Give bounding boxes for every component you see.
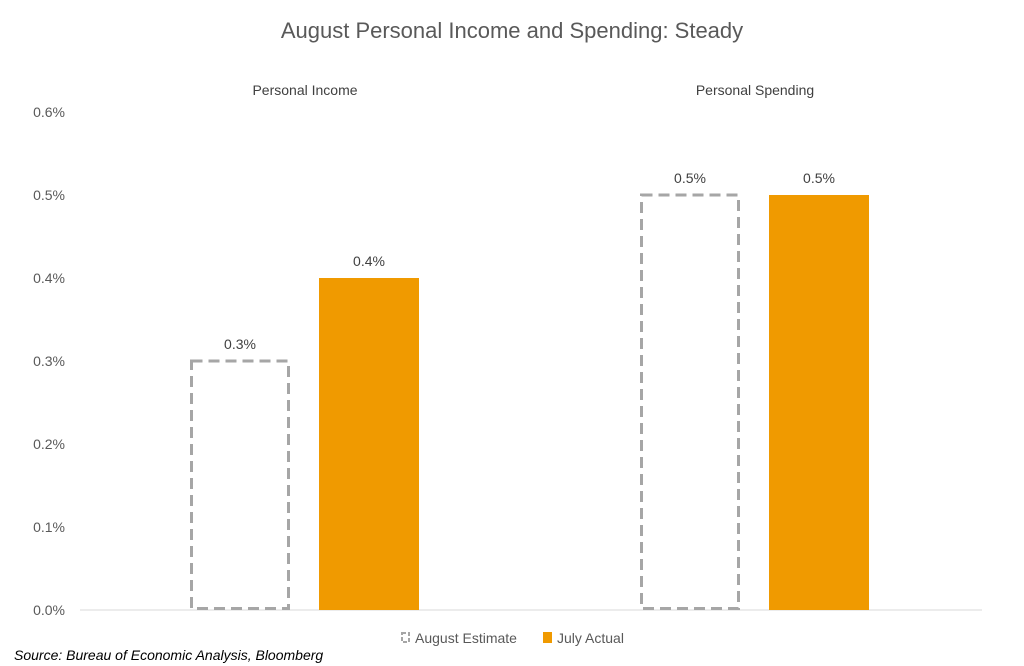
category-label: Personal Spending <box>696 82 814 98</box>
data-label: 0.3% <box>224 336 256 352</box>
bar-july-actual <box>769 195 869 610</box>
chart-title: August Personal Income and Spending: Ste… <box>281 18 743 43</box>
legend: August Estimate July Actual <box>401 630 624 646</box>
legend-label: August Estimate <box>415 630 517 646</box>
data-label: 0.5% <box>803 170 835 186</box>
y-tick-label: 0.4% <box>33 270 65 286</box>
y-tick-label: 0.5% <box>33 187 65 203</box>
y-axis: 0.0% 0.1% 0.2% 0.3% 0.4% 0.5% 0.6% <box>33 104 65 618</box>
bars <box>190 193 869 610</box>
legend-label: July Actual <box>557 630 624 646</box>
source-note: Source: Bureau of Economic Analysis, Blo… <box>14 647 323 663</box>
y-tick-label: 0.1% <box>33 519 65 535</box>
category-labels: Personal Income Personal Spending <box>252 82 814 98</box>
bar-august-estimate <box>190 359 290 610</box>
y-tick-label: 0.3% <box>33 353 65 369</box>
y-tick-label: 0.2% <box>33 436 65 452</box>
y-tick-label: 0.0% <box>33 602 65 618</box>
legend-marker-july-actual <box>543 632 552 643</box>
data-label: 0.5% <box>674 170 706 186</box>
data-labels: 0.3% 0.5% 0.4% 0.5% <box>224 170 835 352</box>
bar-july-actual <box>319 278 419 610</box>
bar-august-estimate <box>640 193 740 610</box>
y-tick-label: 0.6% <box>33 104 65 120</box>
data-label: 0.4% <box>353 253 385 269</box>
category-label: Personal Income <box>252 82 357 98</box>
legend-marker-august-estimate <box>401 632 410 643</box>
